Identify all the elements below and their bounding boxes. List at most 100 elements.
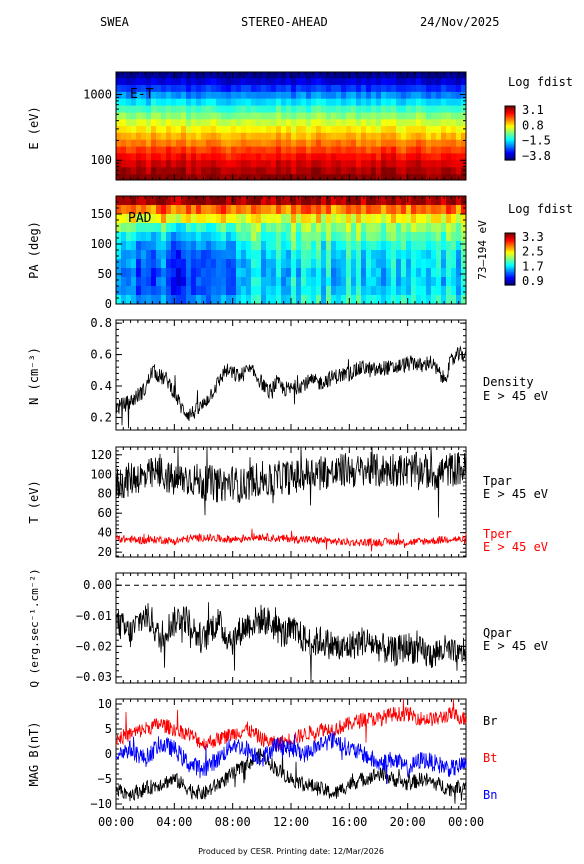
et-cell <box>406 166 412 175</box>
et-cell <box>201 146 207 154</box>
pad-cell <box>446 268 452 278</box>
et-cell <box>261 84 267 92</box>
pad-cell <box>246 286 252 296</box>
density-legend-sub: E > 45 eV <box>483 389 548 403</box>
pad-cell <box>241 241 247 251</box>
et-cell <box>121 159 127 168</box>
et-cell <box>401 132 407 140</box>
et-cell <box>226 112 232 120</box>
pad-cell <box>206 232 212 242</box>
et-cell <box>201 132 207 140</box>
et-cell <box>141 118 147 126</box>
et-cell <box>351 132 357 140</box>
pad-cell <box>161 223 167 233</box>
pad-cell <box>356 241 362 251</box>
pad-cell <box>226 214 232 224</box>
et-cell <box>356 84 362 92</box>
et-cell <box>376 72 382 79</box>
et-cell <box>416 98 422 106</box>
pad-cell <box>236 259 242 269</box>
pad-cell <box>411 259 417 269</box>
et-cell <box>431 166 437 175</box>
pad-cell <box>316 214 322 224</box>
et-cell <box>251 132 257 140</box>
pad-cell <box>391 232 397 242</box>
et-cell <box>171 139 177 147</box>
et-cell <box>206 166 212 175</box>
pad-cell <box>131 295 137 305</box>
et-cell <box>216 91 222 99</box>
pad-cell <box>316 205 322 215</box>
et-cell <box>191 77 197 85</box>
pad-cell <box>441 205 447 215</box>
et-cell <box>276 118 282 126</box>
et-cell <box>411 112 417 120</box>
et-cell <box>386 72 392 79</box>
et-cell <box>421 146 427 154</box>
et-cell <box>131 77 137 85</box>
et-cell <box>151 77 157 85</box>
pad-cell <box>181 223 187 233</box>
et-cell <box>221 112 227 120</box>
colorbar-swatch <box>505 272 515 274</box>
pad-cell <box>461 295 467 305</box>
colorbar-swatch <box>505 247 515 250</box>
et-cell <box>356 112 362 120</box>
et-colorbar: 3.10.8−1.5−3.8 <box>504 103 551 163</box>
et-cell <box>436 125 442 133</box>
pad-cell <box>121 241 127 251</box>
et-cell <box>421 166 427 175</box>
pad-cell <box>251 205 257 215</box>
pad-cell <box>206 250 212 260</box>
et-cell <box>196 139 202 147</box>
et-cell <box>156 132 162 140</box>
et-cell <box>451 152 457 161</box>
et-cell <box>306 84 312 92</box>
pad-cell <box>191 214 197 224</box>
pad-cell <box>371 268 377 278</box>
et-cell <box>456 125 462 133</box>
et-cell <box>336 118 342 126</box>
pad-cell <box>301 268 307 278</box>
et-cell <box>391 139 397 147</box>
colorbar-swatch <box>505 143 515 146</box>
pad-cell <box>461 286 467 296</box>
et-cell <box>391 146 397 154</box>
et-cell <box>386 132 392 140</box>
pad-cell <box>136 196 142 206</box>
et-cell <box>221 166 227 175</box>
pad-cell <box>246 241 252 251</box>
et-cell <box>391 105 397 113</box>
pad-cell <box>416 232 422 242</box>
pad-cell <box>221 286 227 296</box>
pad-cell <box>231 214 237 224</box>
pad-cell <box>366 295 372 305</box>
et-cell <box>351 105 357 113</box>
et-cell <box>116 173 122 181</box>
et-cell <box>211 72 217 79</box>
et-cell <box>381 84 387 92</box>
pad-cell <box>326 250 332 260</box>
et-cell <box>136 173 142 181</box>
pad-cell <box>381 286 387 296</box>
heatflux-series <box>115 584 467 684</box>
et-cell <box>291 139 297 147</box>
et-cell <box>346 159 352 168</box>
et-cell <box>266 132 272 140</box>
et-cell <box>326 84 332 92</box>
et-cell <box>396 166 402 175</box>
pad-cell <box>241 259 247 269</box>
et-cell <box>316 91 322 99</box>
y-tick-label: 10 <box>98 697 112 711</box>
et-cell <box>311 77 317 85</box>
et-cell <box>436 98 442 106</box>
tpar-legend-sub: E > 45 eV <box>483 487 548 501</box>
pad-cell <box>361 205 367 215</box>
pad-cell <box>311 286 317 296</box>
et-cell <box>141 159 147 168</box>
pad-cell <box>306 223 312 233</box>
pad-cell <box>316 277 322 287</box>
colorbar-swatch <box>505 243 515 246</box>
et-cell <box>221 159 227 168</box>
